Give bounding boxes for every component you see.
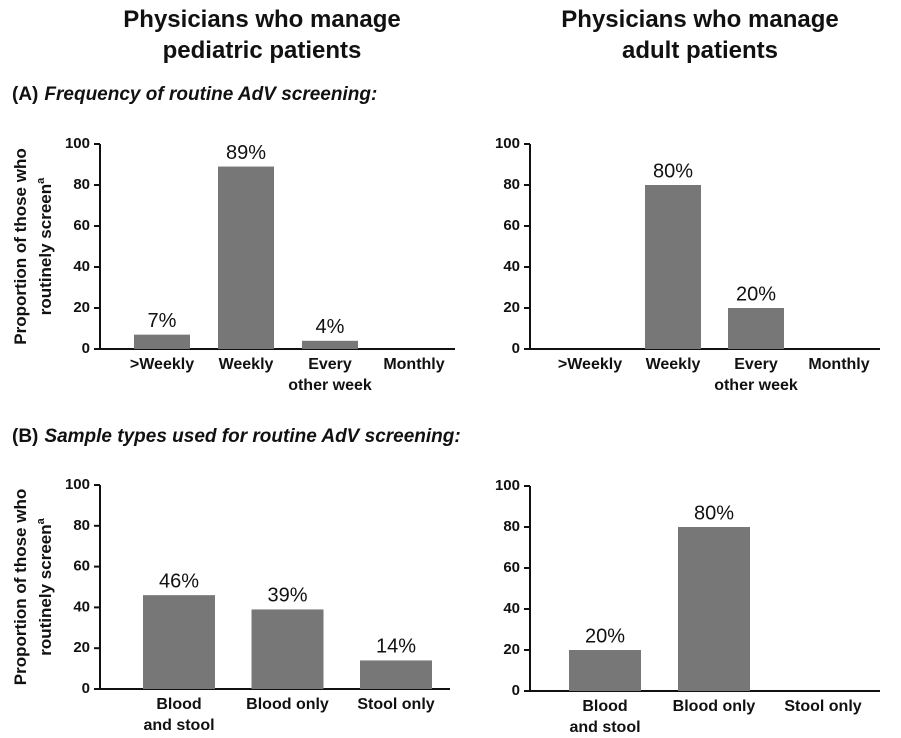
x-tick-label: Blood bbox=[156, 696, 201, 713]
x-tick-label: Stool only bbox=[784, 698, 861, 715]
y-tick-label: 100 bbox=[495, 477, 520, 494]
x-tick-label: Monthly bbox=[383, 356, 444, 373]
y-tick-label: 80 bbox=[503, 518, 520, 535]
y-tick-label: 80 bbox=[503, 176, 520, 193]
data-label: 20% bbox=[736, 283, 776, 305]
y-tick-label: 60 bbox=[73, 217, 90, 234]
y-tick-label: 0 bbox=[82, 340, 90, 357]
column-title: Physicians who manage pediatric patients bbox=[123, 6, 401, 64]
data-label: 4% bbox=[316, 316, 345, 338]
bar bbox=[143, 595, 215, 689]
x-tick-label: and stool bbox=[143, 717, 214, 734]
y-tick-label: 80 bbox=[73, 517, 90, 534]
data-label: 89% bbox=[226, 142, 266, 164]
x-tick-label: Every bbox=[308, 356, 352, 373]
bar bbox=[251, 609, 324, 689]
bar bbox=[645, 185, 701, 349]
y-tick-label: 60 bbox=[73, 558, 90, 575]
section-title: (B) Sample types used for routine AdV scr… bbox=[12, 426, 461, 448]
x-tick-label: and stool bbox=[569, 719, 640, 736]
x-tick-label: Weekly bbox=[646, 356, 701, 373]
y-tick-label: 100 bbox=[65, 476, 90, 493]
y-axis-label: routinely screena bbox=[35, 177, 56, 315]
data-label: 20% bbox=[585, 625, 625, 647]
bar bbox=[728, 308, 784, 349]
y-tick-label: 20 bbox=[73, 639, 90, 656]
y-axis-label: Proportion of those who bbox=[11, 489, 30, 685]
y-tick-label: 100 bbox=[495, 135, 520, 152]
y-tick-label: 40 bbox=[503, 600, 520, 617]
y-axis-label-line: routinely screen bbox=[36, 184, 55, 315]
x-tick-label: >Weekly bbox=[130, 356, 194, 373]
y-tick-label: 40 bbox=[73, 258, 90, 275]
x-tick-label: Blood bbox=[582, 698, 627, 715]
x-tick-label: other week bbox=[288, 377, 372, 394]
y-axis-label-superscript: a bbox=[35, 177, 47, 184]
bar bbox=[569, 650, 641, 691]
section-label: (B) bbox=[12, 426, 39, 447]
x-tick-label: Every bbox=[734, 356, 778, 373]
bar bbox=[678, 527, 750, 691]
y-tick-label: 20 bbox=[73, 299, 90, 316]
x-tick-label: Monthly bbox=[808, 356, 869, 373]
y-tick-label: 40 bbox=[73, 598, 90, 615]
y-axis-label-line: routinely screen bbox=[36, 524, 55, 655]
y-axis-label: Proportion of those who bbox=[11, 148, 30, 344]
data-label: 80% bbox=[653, 160, 693, 182]
section-label: (A) bbox=[12, 84, 39, 105]
x-tick-label: Blood only bbox=[673, 698, 756, 715]
section-text: Sample types used for routine AdV screen… bbox=[44, 426, 461, 447]
y-tick-label: 60 bbox=[503, 217, 520, 234]
data-label: 7% bbox=[148, 310, 177, 332]
data-label: 46% bbox=[159, 570, 199, 592]
x-tick-label: Stool only bbox=[357, 696, 434, 713]
x-tick-label: Weekly bbox=[219, 356, 274, 373]
y-tick-label: 80 bbox=[73, 176, 90, 193]
y-tick-label: 100 bbox=[65, 135, 90, 152]
bar bbox=[302, 340, 358, 349]
data-label: 14% bbox=[376, 636, 416, 658]
y-axis-label-line: Proportion of those who bbox=[11, 148, 30, 344]
y-tick-label: 20 bbox=[503, 299, 520, 316]
section-text: Frequency of routine AdV screening: bbox=[44, 84, 378, 105]
y-axis-label-line: Proportion of those who bbox=[11, 489, 30, 685]
x-tick-label: Blood only bbox=[246, 696, 329, 713]
y-tick-label: 0 bbox=[512, 682, 520, 699]
section-title: (A) Frequency of routine AdV screening: bbox=[12, 84, 377, 106]
bar bbox=[360, 660, 432, 689]
y-axis-label-superscript: a bbox=[35, 517, 47, 524]
x-tick-label: >Weekly bbox=[558, 356, 622, 373]
y-tick-label: 40 bbox=[503, 258, 520, 275]
column-title: Physicians who manage adult patients bbox=[561, 6, 839, 64]
data-label: 80% bbox=[694, 502, 734, 524]
y-tick-label: 20 bbox=[503, 641, 520, 658]
y-tick-label: 60 bbox=[503, 559, 520, 576]
y-tick-label: 0 bbox=[82, 680, 90, 697]
y-axis-label: routinely screena bbox=[35, 517, 56, 655]
bar bbox=[134, 334, 190, 349]
bar bbox=[218, 166, 274, 349]
x-tick-label: other week bbox=[714, 377, 798, 394]
data-label: 39% bbox=[267, 585, 307, 607]
y-tick-label: 0 bbox=[512, 340, 520, 357]
